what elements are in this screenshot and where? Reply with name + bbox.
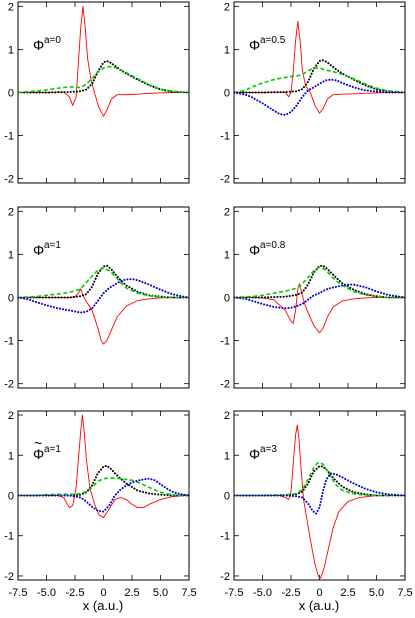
panel-label-superscript: a=0 (44, 35, 61, 46)
panel-frame (233, 206, 406, 389)
series-black-line (18, 60, 189, 94)
y-tick-label: 1 (8, 450, 14, 462)
x-tick-label: -2.5 (66, 587, 85, 599)
y-tick-label: 1 (8, 249, 14, 261)
series-green-line (234, 266, 405, 299)
panel-2: -2 -1 0 1 2 Φ a=0.5 (220, 1, 406, 186)
y-tick-label: 2 (8, 206, 14, 218)
panel-curves (234, 264, 405, 334)
y-tick-label: -2 (4, 379, 14, 391)
y-tick-label: 0 (224, 491, 230, 503)
series-green-line (18, 65, 189, 94)
y-tick-label: -2 (4, 174, 14, 186)
y-tick-label: 2 (8, 410, 14, 422)
y-tick-label: -2 (220, 379, 230, 391)
y-tick-label: -1 (4, 336, 14, 348)
y-tick-label: 0 (8, 293, 14, 305)
y-tick-label: -2 (220, 571, 230, 583)
series-black-line (234, 465, 405, 497)
panel-5: -2 -1 0 1 2 -7.5 -5.0 -2.5 0 2.5 5.0 7.5 Φ a=1~ (4, 410, 196, 599)
panel-4: -2 -1 0 1 2 Φ a=0.8 (220, 206, 406, 391)
panel-frame (17, 410, 190, 581)
x-tick-label: -7.5 (9, 587, 28, 599)
x-tick-label: 5.0 (153, 587, 168, 599)
panel-label-superscript: a=3 (260, 444, 277, 455)
panel-1: -2 -1 0 1 2 Φ a=0 (4, 1, 190, 186)
panel-frame (233, 1, 406, 184)
series-blue-line (234, 78, 405, 116)
y-tick-label: 1 (8, 44, 14, 56)
x-tick-label: 0 (316, 587, 322, 599)
panel-label: Φ (249, 446, 260, 462)
series-red-line (234, 20, 405, 114)
panel-frame (17, 206, 190, 389)
x-tick-label: -5.0 (253, 587, 272, 599)
y-tick-label: -2 (4, 571, 14, 583)
series-blue-line (234, 283, 405, 310)
x-tick-label: 7.5 (397, 587, 412, 599)
y-tick-label: -1 (220, 531, 230, 543)
series-blue-line (18, 477, 189, 513)
panel-label-tilde: ~ (34, 435, 42, 451)
x-axis-title-right: x (a.u.) (299, 598, 339, 613)
panel-label-superscript: a=1 (44, 240, 61, 251)
panel-label: Φ (33, 37, 44, 53)
panel-label: Φ (33, 242, 44, 258)
series-green-line (18, 267, 189, 299)
series-red-line (18, 5, 189, 117)
x-tick-label: 7.5 (181, 587, 196, 599)
x-tick-label: 0 (100, 587, 106, 599)
series-black-line (234, 59, 405, 94)
panel-curves (18, 414, 189, 519)
y-tick-label: 1 (224, 44, 230, 56)
y-tick-label: -1 (220, 131, 230, 143)
series-blue-line (234, 472, 405, 515)
y-tick-label: -1 (220, 336, 230, 348)
panel-label: Φ (33, 446, 44, 462)
y-tick-label: -1 (4, 531, 14, 543)
x-tick-label: 5.0 (369, 587, 384, 599)
x-axis-title-left: x (a.u.) (83, 598, 123, 613)
panel-label-superscript: a=1 (44, 444, 61, 455)
panel-label: Φ (249, 37, 260, 53)
y-tick-label: 0 (224, 88, 230, 100)
y-tick-label: 1 (224, 450, 230, 462)
series-red-line (18, 414, 189, 519)
x-tick-label: -5.0 (37, 587, 56, 599)
panel-label-superscript: a=0.8 (260, 240, 286, 251)
panel-curves (234, 424, 405, 579)
series-green-line (234, 461, 405, 497)
series-black-line (234, 264, 405, 299)
series-green-line (234, 67, 405, 94)
panel-label-superscript: a=0.5 (260, 35, 286, 46)
panel-frame (17, 1, 190, 184)
panel-curves (18, 264, 189, 345)
panel-curves (18, 5, 189, 117)
y-tick-label: 0 (8, 88, 14, 100)
y-tick-label: 2 (224, 410, 230, 422)
series-blue-line (18, 277, 189, 314)
y-tick-label: -2 (220, 174, 230, 186)
y-tick-label: 0 (224, 293, 230, 305)
series-black-line (18, 464, 189, 497)
y-tick-label: -1 (4, 131, 14, 143)
x-tick-label: 2.5 (340, 587, 355, 599)
x-tick-label: 2.5 (124, 587, 139, 599)
y-tick-label: 1 (224, 249, 230, 261)
panel-label: Φ (249, 242, 260, 258)
y-tick-label: 0 (8, 491, 14, 503)
panel-curves (234, 20, 405, 116)
x-tick-label: -2.5 (282, 587, 301, 599)
x-tick-label: -7.5 (225, 587, 244, 599)
y-tick-label: 2 (8, 1, 14, 13)
y-tick-label: 2 (224, 1, 230, 13)
series-red-line (234, 283, 405, 334)
panel-6: -2 -1 0 1 2 -7.5 -5.0 -2.5 0 2.5 5.0 7.5 Φ a=3 (220, 410, 412, 599)
series-green-line (18, 477, 189, 497)
panel-3: -2 -1 0 1 2 Φ a=1 (4, 206, 190, 391)
series-black-line (18, 264, 189, 299)
y-tick-label: 2 (224, 206, 230, 218)
panel-frame (233, 410, 406, 581)
